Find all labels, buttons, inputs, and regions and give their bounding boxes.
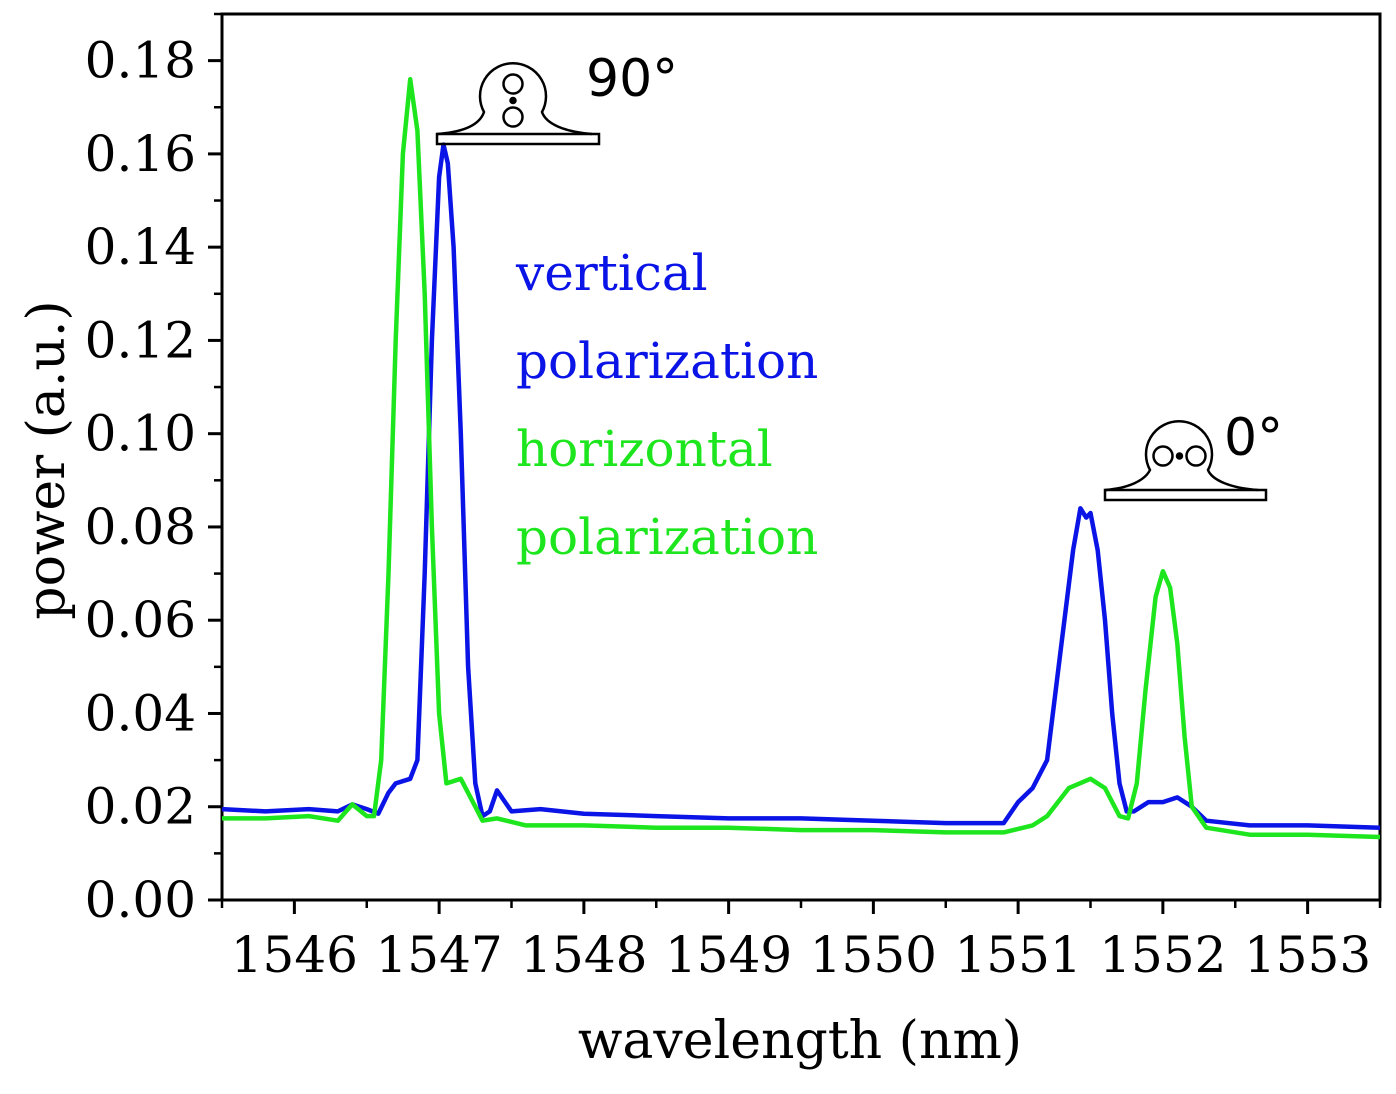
y-tick-label: 0.16	[85, 125, 196, 183]
x-axis-title: wavelength (nm)	[578, 1011, 1022, 1071]
y-tick-label: 0.14	[85, 218, 196, 276]
x-tick-label: 1550	[810, 926, 937, 984]
x-tick-label: 1553	[1244, 926, 1371, 984]
fiber-0-icon	[1103, 420, 1268, 502]
legend-horizontal-line1: horizontal	[516, 420, 773, 478]
y-tick-label: 0.12	[85, 311, 196, 369]
legend-horizontal-line2: polarization	[516, 508, 818, 566]
y-tick-label: 0.10	[85, 405, 196, 463]
y-tick-label: 0.00	[85, 871, 196, 929]
x-tick-label: 1549	[665, 926, 792, 984]
y-tick-label: 0.02	[85, 778, 196, 836]
y-tick-label: 0.06	[85, 591, 196, 649]
fiber-90-annotation: 90°	[435, 49, 678, 146]
x-tick-label: 1546	[231, 926, 358, 984]
x-tick-label: 1551	[955, 926, 1082, 984]
x-tick-label: 1547	[376, 926, 503, 984]
y-tick-label: 0.04	[85, 684, 196, 742]
y-axis-title: power (a.u.)	[17, 300, 77, 619]
x-axis: 1546 1547 1548 1549 1550 1551 1552 1553	[220, 900, 1382, 984]
angle-0-label: 0°	[1224, 408, 1283, 468]
legend: vertical polarization horizontal polariz…	[515, 244, 818, 566]
fiber-0-annotation: 0°	[1103, 408, 1283, 502]
y-tick-label: 0.08	[85, 498, 196, 556]
x-tick-label: 1548	[520, 926, 647, 984]
y-tick-label: 0.18	[85, 32, 196, 90]
legend-vertical-line2: polarization	[516, 332, 818, 390]
y-axis: 0.00 0.02 0.04 0.06 0.08 0.10 0.12 0.14 0.16 0.18	[85, 12, 222, 929]
x-tick-label: 1552	[1099, 926, 1226, 984]
legend-vertical-line1: vertical	[515, 244, 708, 302]
series-layer	[221, 77, 1381, 840]
angle-90-label: 90°	[586, 49, 678, 109]
series-horizontal-polarization-line	[222, 77, 1381, 840]
series-vertical-polarization-line	[221, 142, 1381, 830]
fiber-90-icon	[435, 62, 601, 146]
